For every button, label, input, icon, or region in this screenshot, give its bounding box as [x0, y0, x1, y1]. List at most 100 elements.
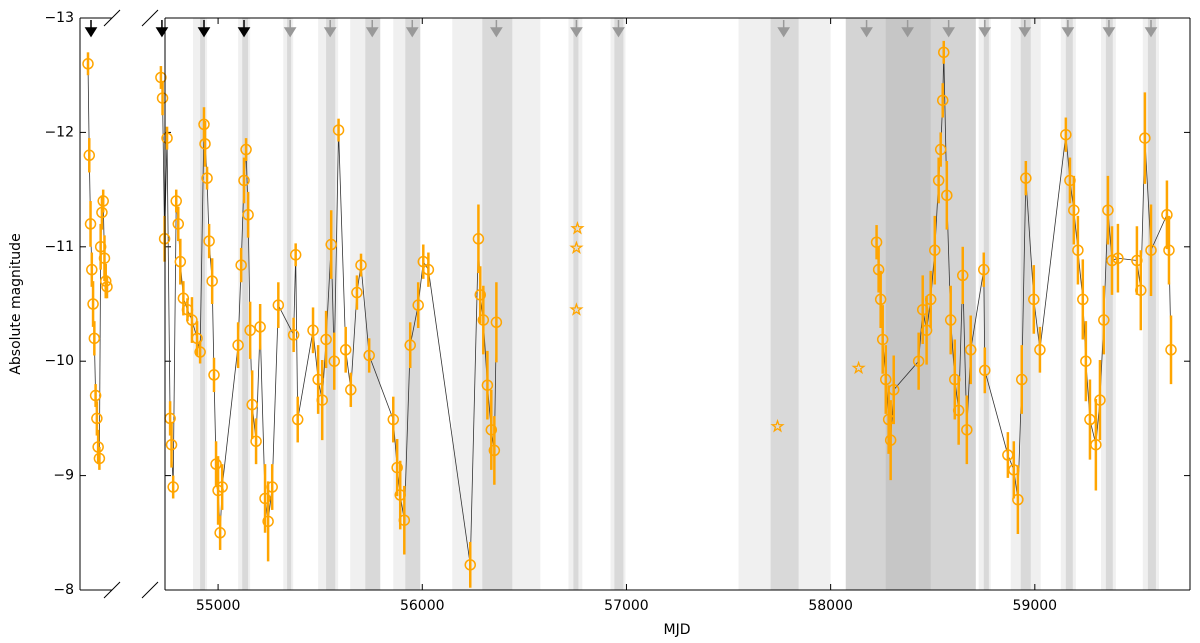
data-point	[887, 384, 900, 396]
data-point	[387, 413, 400, 426]
data-point	[1090, 438, 1102, 451]
data-point	[186, 314, 198, 326]
data-point	[86, 263, 98, 276]
data-point	[422, 263, 435, 276]
data-point	[316, 394, 328, 406]
data-point	[1161, 209, 1173, 221]
data-point	[1028, 293, 1040, 306]
shaded-span	[1065, 18, 1073, 590]
data-point	[165, 438, 178, 451]
data-point	[332, 124, 345, 136]
upper-arrow	[405, 20, 419, 38]
shaded-span	[983, 18, 989, 590]
data-point	[98, 252, 111, 264]
data-point	[404, 339, 416, 351]
star-point	[770, 418, 785, 433]
y-axis-label: Absolute magnitude	[8, 233, 24, 374]
data-point	[1098, 314, 1110, 326]
data-point	[872, 263, 885, 276]
data-point	[936, 94, 949, 107]
data-point	[203, 235, 215, 247]
upper-arrow	[237, 20, 251, 38]
data-point	[1112, 252, 1124, 264]
data-point	[345, 384, 357, 396]
data-point	[1165, 344, 1177, 356]
shaded-span	[242, 18, 249, 590]
data-point	[83, 149, 96, 162]
data-point	[1163, 244, 1175, 256]
data-point	[155, 71, 167, 84]
data-point	[485, 424, 498, 436]
shaded-span	[1105, 18, 1113, 590]
upper-arrow	[777, 20, 791, 38]
data-point	[240, 143, 252, 156]
data-point	[235, 259, 247, 271]
data-point	[96, 206, 108, 219]
data-point	[481, 379, 494, 391]
data-point	[214, 527, 226, 539]
data-point	[266, 481, 278, 493]
data-point	[246, 398, 258, 411]
star-point	[570, 221, 585, 235]
upper-arrow	[490, 20, 503, 38]
data-point	[920, 324, 933, 337]
data-point	[351, 286, 363, 299]
data-point	[884, 434, 897, 446]
data-point	[398, 514, 411, 526]
data-point	[238, 174, 250, 187]
data-point	[964, 344, 977, 356]
data-point	[250, 435, 262, 448]
data-point	[412, 299, 424, 311]
data-point	[167, 481, 179, 493]
data-point	[876, 333, 889, 346]
data-point	[1016, 373, 1028, 386]
upper-arrow	[570, 20, 583, 38]
plot-layer: −13 −12 −11 −10 −9 −8 55000 56000 57000 58000 5900…	[44, 10, 1190, 614]
data-point	[339, 344, 352, 356]
x-tick-label: 59000	[1013, 598, 1058, 614]
data-point	[170, 195, 182, 207]
data-point	[363, 349, 375, 362]
data-point	[1139, 132, 1151, 144]
x-axis-label: MJD	[664, 622, 691, 638]
upper-arrow	[942, 20, 956, 38]
data-point	[956, 269, 969, 282]
data-point	[320, 333, 332, 346]
data-point	[1102, 204, 1114, 216]
data-point	[1094, 394, 1106, 406]
data-point	[1068, 204, 1080, 216]
data-point	[259, 492, 271, 505]
data-point	[208, 369, 220, 381]
data-point	[206, 275, 218, 287]
shaded-span	[200, 18, 206, 590]
data-point	[979, 364, 991, 377]
data-point	[474, 289, 487, 301]
shaded-span	[287, 18, 292, 590]
data-point	[488, 444, 501, 457]
data-point	[89, 389, 102, 402]
data-point	[464, 559, 477, 571]
data-point	[961, 424, 973, 436]
data-point	[934, 143, 947, 156]
upper-arrow	[1102, 20, 1116, 38]
shaded-span	[365, 18, 381, 590]
data-point	[174, 255, 187, 268]
data-point	[88, 332, 101, 345]
data-point	[191, 332, 203, 345]
data-point	[941, 189, 953, 202]
upper-arrow	[978, 20, 992, 38]
x-tick-label: 58000	[808, 598, 853, 614]
upper-arrow	[1061, 20, 1075, 38]
x-tick-label: 56000	[400, 598, 445, 614]
data-point	[216, 481, 228, 493]
data-point	[880, 373, 892, 386]
y-tick-label: −10	[44, 353, 74, 369]
x-tick-label: 55000	[196, 598, 241, 614]
data-point	[391, 461, 403, 474]
data-point	[194, 346, 206, 358]
x-tick-label: 57000	[604, 598, 649, 614]
star-point	[569, 240, 584, 254]
y-tick-label: −11	[44, 239, 74, 255]
data-point	[1072, 244, 1084, 256]
